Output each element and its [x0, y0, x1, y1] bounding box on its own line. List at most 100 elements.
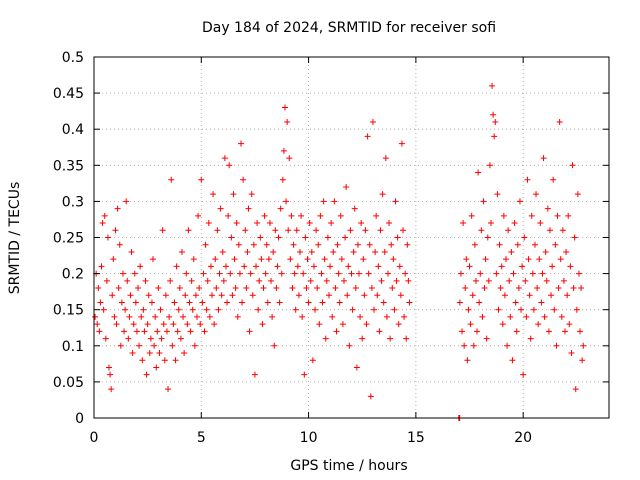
data-point [522, 277, 529, 284]
data-point [551, 306, 558, 313]
x-tick-label: 5 [197, 430, 206, 446]
data-point [127, 292, 134, 299]
data-point [471, 241, 478, 248]
data-point [239, 299, 246, 306]
data-point [286, 155, 293, 162]
data-point [507, 313, 514, 320]
data-point [351, 205, 358, 212]
y-tick-label: 0.05 [53, 375, 84, 391]
data-point [95, 285, 102, 292]
data-point [285, 227, 292, 234]
data-point [480, 198, 487, 205]
data-point [268, 277, 275, 284]
data-point [528, 212, 535, 219]
data-point [492, 118, 499, 125]
data-point [396, 263, 403, 270]
data-point [334, 241, 341, 248]
data-point [180, 313, 187, 320]
data-point [125, 335, 132, 342]
data-point [96, 328, 103, 335]
data-point [182, 292, 189, 299]
data-point [577, 328, 584, 335]
data-point [457, 270, 464, 277]
data-point [211, 321, 218, 328]
data-point [499, 321, 506, 328]
data-point [99, 220, 106, 227]
data-point [344, 292, 351, 299]
data-point [213, 285, 220, 292]
data-point [543, 277, 550, 284]
data-point [299, 313, 306, 320]
data-point [251, 371, 258, 378]
data-point [383, 313, 390, 320]
data-point [269, 313, 276, 320]
data-point [298, 212, 305, 219]
data-point [263, 241, 270, 248]
data-point [188, 277, 195, 284]
data-point [92, 313, 99, 320]
data-point [312, 306, 319, 313]
data-point [154, 328, 161, 335]
data-point [546, 227, 553, 234]
data-point [512, 299, 519, 306]
data-point [465, 306, 472, 313]
grid-lines [94, 57, 609, 418]
data-point [468, 212, 475, 219]
data-point [496, 241, 503, 248]
data-point [163, 328, 170, 335]
data-point [402, 270, 409, 277]
data-point [404, 241, 411, 248]
data-point [518, 306, 525, 313]
data-point [579, 357, 586, 364]
data-point [376, 328, 383, 335]
data-point [475, 169, 482, 176]
data-point [533, 191, 540, 198]
data-point [381, 248, 388, 255]
data-point [571, 234, 578, 241]
data-point [186, 299, 193, 306]
data-point [284, 118, 291, 125]
data-point [539, 270, 546, 277]
data-point [525, 256, 532, 263]
data-point [541, 313, 548, 320]
data-point [490, 111, 497, 118]
data-point [161, 357, 168, 364]
data-point [479, 313, 486, 320]
data-point [481, 285, 488, 292]
data-points [92, 82, 587, 421]
data-point [261, 212, 268, 219]
data-point [506, 277, 513, 284]
data-point [136, 342, 143, 349]
data-point [369, 118, 376, 125]
data-point [379, 191, 386, 198]
data-point [363, 321, 370, 328]
data-point [484, 234, 491, 241]
data-point [236, 270, 243, 277]
data-point [466, 263, 473, 270]
data-point [151, 342, 158, 349]
data-point [201, 328, 208, 335]
data-point [157, 306, 164, 313]
data-point [271, 342, 278, 349]
y-tick-label: 0.45 [53, 86, 84, 102]
data-point [364, 133, 371, 140]
data-point [549, 263, 556, 270]
data-point [322, 335, 329, 342]
plot-frame [93, 56, 610, 419]
data-point [500, 212, 507, 219]
data-point [307, 277, 314, 284]
data-point [225, 212, 232, 219]
data-point [275, 234, 282, 241]
data-point [342, 234, 349, 241]
data-point [132, 299, 139, 306]
data-point [470, 342, 477, 349]
data-point [226, 162, 233, 169]
data-point [218, 292, 225, 299]
data-point [317, 212, 324, 219]
data-point [320, 198, 327, 205]
data-point [527, 335, 534, 342]
data-point [333, 328, 340, 335]
data-point [469, 292, 476, 299]
data-point [401, 313, 408, 320]
data-point [550, 176, 557, 183]
